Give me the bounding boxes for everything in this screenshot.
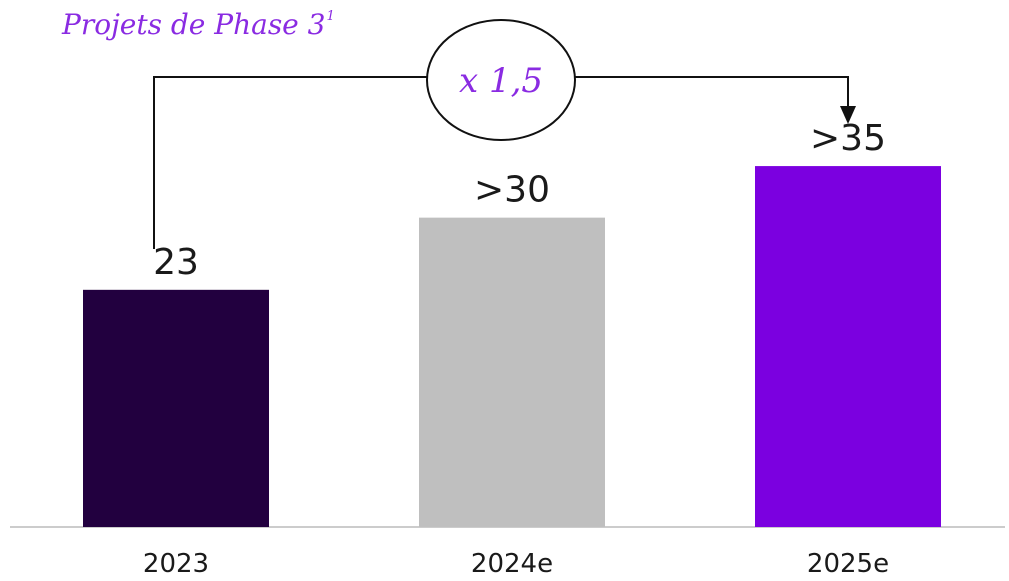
multiplier-label: x 1,5: [459, 61, 543, 101]
growth-connector-line: [153, 76, 849, 249]
value-label-2025e: >35: [810, 118, 886, 159]
bar-2023: [83, 289, 269, 527]
bar-2025e: [755, 166, 941, 527]
category-label-2025e: 2025e: [807, 549, 889, 579]
growth-arrow-head: [840, 106, 856, 124]
chart-title-text: Projets de Phase 3: [62, 8, 326, 41]
category-label-2023: 2023: [143, 549, 209, 579]
chart-title: Projets de Phase 31: [62, 8, 335, 41]
value-label-2024e: >30: [474, 170, 550, 211]
bar-2024e: [419, 217, 605, 528]
value-label-2023: 23: [153, 242, 199, 283]
category-label-2024e: 2024e: [471, 549, 553, 579]
title-footnote: 1: [326, 9, 335, 24]
multiplier-bubble: [426, 19, 576, 141]
